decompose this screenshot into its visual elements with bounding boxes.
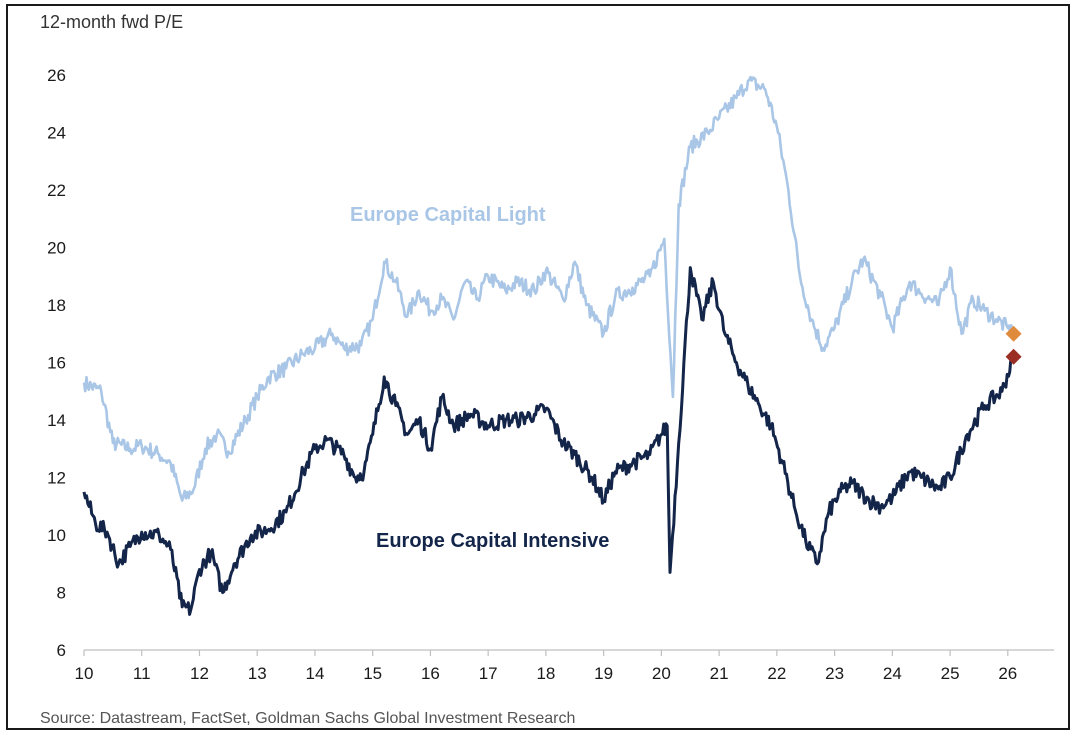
x-tick-label: 22 [767, 664, 786, 683]
y-tick-label: 26 [47, 66, 66, 85]
y-tick-label: 22 [47, 181, 66, 200]
x-tick-label: 15 [363, 664, 382, 683]
y-axis-title: 12-month fwd P/E [40, 12, 183, 32]
series-label-capital-light: Europe Capital Light [350, 204, 546, 226]
x-tick-label: 17 [479, 664, 498, 683]
y-tick-label: 16 [47, 354, 66, 373]
x-tick-label: 12 [190, 664, 209, 683]
series-layer [82, 75, 1022, 616]
x-tick-label: 16 [421, 664, 440, 683]
end-marker-europe-capital-intensive [1005, 348, 1022, 365]
series-label-capital-intensive: Europe Capital Intensive [376, 530, 609, 552]
x-tick-label: 14 [305, 664, 324, 683]
end-marker-europe-capital-light [1005, 325, 1022, 342]
chart-frame [6, 4, 1070, 730]
series-line-europe-capital-light [82, 75, 1015, 502]
y-tick-label: 6 [57, 641, 66, 660]
x-tick-label: 21 [710, 664, 729, 683]
series-line-europe-capital-intensive [82, 266, 1015, 616]
x-tick-label: 25 [941, 664, 960, 683]
y-tick-label: 14 [47, 411, 66, 430]
x-tick-label: 13 [248, 664, 267, 683]
y-tick-label: 20 [47, 239, 66, 258]
x-tick-label: 18 [536, 664, 555, 683]
x-tick-label: 23 [825, 664, 844, 683]
x-tick-label: 26 [998, 664, 1017, 683]
y-tick-label: 12 [47, 469, 66, 488]
x-tick-label: 24 [883, 664, 902, 683]
x-tick-label: 19 [594, 664, 613, 683]
source-note: Source: Datastream, FactSet, Goldman Sac… [40, 710, 575, 727]
y-axis: 6 8 10 12 14 16 18 20 22 24 26 [47, 66, 66, 660]
y-tick-label: 8 [57, 584, 66, 603]
x-tick-label: 20 [652, 664, 671, 683]
y-tick-label: 18 [47, 296, 66, 315]
x-tick-label: 10 [75, 664, 94, 683]
x-tick-label: 11 [133, 664, 151, 683]
y-tick-label: 10 [47, 526, 66, 545]
y-tick-label: 24 [47, 124, 66, 143]
x-axis: 10 11 12 13 14 15 16 17 18 19 20 21 22 23 24 25 26 [75, 650, 1017, 683]
